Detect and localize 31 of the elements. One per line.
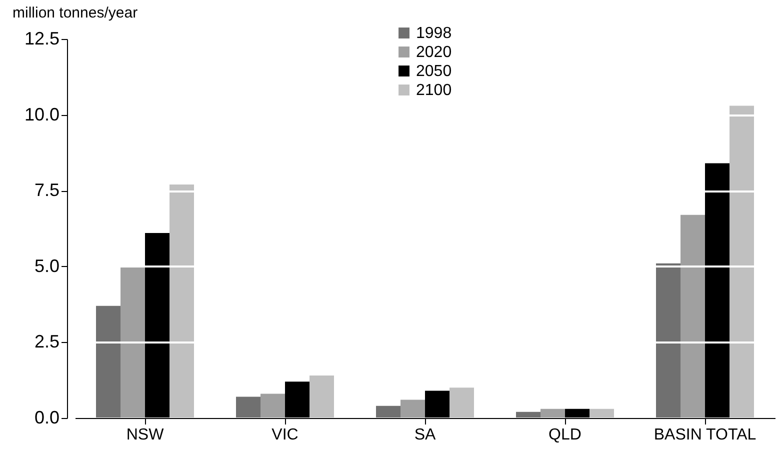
y-tick-label: 2.5 xyxy=(34,332,60,352)
x-tick-label: NSW xyxy=(126,426,165,444)
x-tick-label: QLD xyxy=(548,426,582,444)
bar xyxy=(170,184,194,418)
legend-label: 1998 xyxy=(416,25,452,42)
bar xyxy=(590,408,614,418)
bar xyxy=(730,106,754,418)
y-tick-label: 10.0 xyxy=(24,104,60,124)
bar xyxy=(680,214,705,418)
bar xyxy=(376,406,400,418)
legend-label: 2020 xyxy=(416,44,452,61)
bar xyxy=(96,306,120,418)
bar xyxy=(400,400,425,418)
y-tick-label: 0.0 xyxy=(34,408,60,428)
x-tick-label: VIC xyxy=(272,426,298,444)
bar xyxy=(120,266,145,418)
bar xyxy=(656,263,680,418)
y-tick-label: 12.5 xyxy=(24,28,60,48)
y-tick-label: 7.5 xyxy=(34,180,60,200)
y-tick-label: 5.0 xyxy=(34,256,60,276)
bar xyxy=(236,396,260,418)
legend-label: 2050 xyxy=(416,63,452,80)
bar xyxy=(260,394,285,418)
bar xyxy=(540,408,565,418)
legend-label: 2100 xyxy=(416,82,452,99)
y-axis-title: million tonnes/year xyxy=(12,4,138,22)
x-tick-label: BASIN TOTAL xyxy=(654,426,756,444)
bar xyxy=(516,412,540,418)
bar xyxy=(310,376,334,418)
x-tick-label: SA xyxy=(414,426,436,444)
bar xyxy=(450,388,474,418)
